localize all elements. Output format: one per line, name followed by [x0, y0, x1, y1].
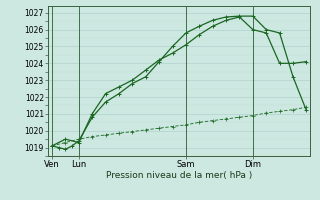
X-axis label: Pression niveau de la mer( hPa ): Pression niveau de la mer( hPa )	[106, 171, 252, 180]
